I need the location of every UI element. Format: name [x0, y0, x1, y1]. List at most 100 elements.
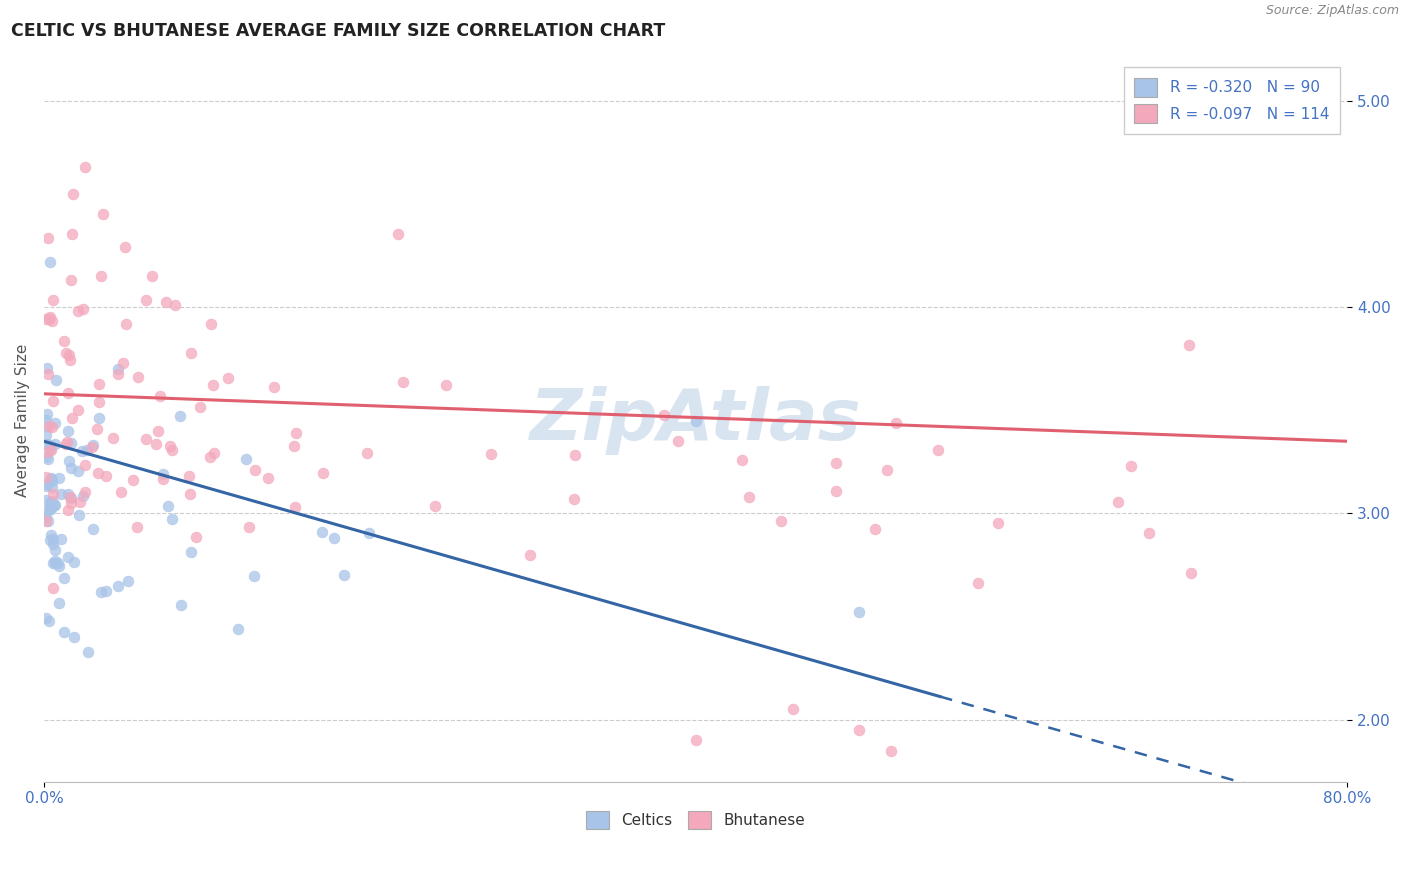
Point	[90, 269, 112, 284]
Point	[82, 437, 104, 451]
Point	[863, 522, 886, 536]
Point	[70, 443, 93, 458]
Point	[45, 373, 67, 387]
Point	[44, 498, 66, 512]
Point	[121, 473, 143, 487]
Point	[685, 414, 707, 428]
Point	[56, 549, 79, 564]
Point	[1107, 494, 1129, 508]
Point	[666, 434, 689, 449]
Point	[127, 520, 149, 534]
Point	[38, 312, 60, 326]
Point	[356, 446, 378, 460]
Point	[38, 438, 60, 452]
Point	[59, 491, 82, 505]
Point	[58, 454, 80, 468]
Point	[160, 512, 183, 526]
Point	[56, 503, 79, 517]
Point	[145, 436, 167, 450]
Point	[39, 442, 62, 457]
Point	[34, 311, 56, 326]
Point	[62, 186, 84, 201]
Point	[53, 571, 76, 585]
Point	[238, 520, 260, 534]
Point	[392, 375, 415, 389]
Point	[42, 394, 65, 409]
Point	[37, 445, 59, 459]
Point	[37, 515, 59, 529]
Point	[73, 485, 96, 500]
Point	[184, 530, 207, 544]
Point	[652, 408, 675, 422]
Point	[179, 469, 201, 483]
Text: CELTIC VS BHUTANESE AVERAGE FAMILY SIZE CORRELATION CHART: CELTIC VS BHUTANESE AVERAGE FAMILY SIZE …	[11, 22, 665, 40]
Point	[200, 318, 222, 332]
Point	[114, 240, 136, 254]
Point	[76, 442, 98, 457]
Point	[107, 361, 129, 376]
Y-axis label: Average Family Size: Average Family Size	[15, 344, 30, 498]
Point	[94, 469, 117, 483]
Point	[51, 532, 73, 546]
Point	[48, 596, 70, 610]
Point	[562, 491, 585, 506]
Point	[37, 437, 59, 451]
Point	[141, 268, 163, 283]
Point	[876, 463, 898, 477]
Point	[155, 294, 177, 309]
Point	[519, 548, 541, 562]
Point	[46, 556, 69, 570]
Point	[34, 413, 56, 427]
Point	[38, 614, 60, 628]
Point	[782, 702, 804, 716]
Point	[243, 463, 266, 477]
Point	[60, 227, 83, 242]
Point	[39, 310, 62, 324]
Point	[42, 487, 65, 501]
Point	[53, 334, 76, 349]
Point	[37, 231, 59, 245]
Point	[67, 508, 90, 522]
Point	[44, 554, 66, 568]
Point	[200, 450, 222, 465]
Point	[72, 301, 94, 316]
Point	[48, 558, 70, 573]
Point	[59, 496, 82, 510]
Point	[35, 361, 58, 376]
Point	[48, 471, 70, 485]
Point	[44, 436, 66, 450]
Point	[41, 314, 63, 328]
Point	[284, 425, 307, 440]
Point	[825, 457, 848, 471]
Point	[35, 419, 58, 434]
Point	[226, 623, 249, 637]
Point	[62, 555, 84, 569]
Point	[564, 448, 586, 462]
Point	[67, 403, 90, 417]
Point	[927, 443, 949, 458]
Point	[685, 733, 707, 747]
Point	[738, 490, 761, 504]
Point	[387, 227, 409, 242]
Point	[42, 498, 65, 512]
Point	[38, 533, 60, 548]
Point	[169, 409, 191, 424]
Point	[434, 378, 457, 392]
Point	[243, 569, 266, 583]
Point	[39, 472, 62, 486]
Point	[42, 532, 65, 546]
Point	[884, 416, 907, 430]
Point	[56, 486, 79, 500]
Point	[284, 500, 307, 514]
Point	[44, 556, 66, 570]
Point	[73, 458, 96, 472]
Point	[55, 346, 77, 360]
Point	[34, 509, 56, 524]
Point	[848, 723, 870, 737]
Point	[34, 450, 56, 464]
Point	[34, 428, 56, 442]
Point	[56, 385, 79, 400]
Point	[217, 370, 239, 384]
Point	[58, 348, 80, 362]
Point	[848, 606, 870, 620]
